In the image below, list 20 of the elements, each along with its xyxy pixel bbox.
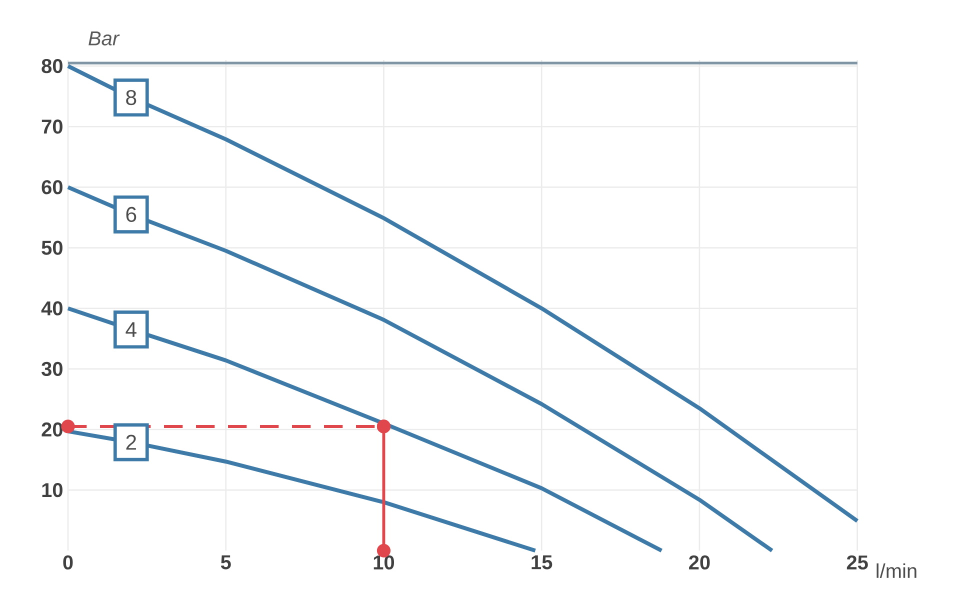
y-tick-label: 80 [42,59,62,74]
y-tick-label: 40 [41,301,62,316]
y-tick-label: 50 [42,240,62,256]
series-label: 2 [126,434,136,450]
x-axis-title: l/min [876,564,916,578]
x-tick-label: 20 [689,556,710,570]
y-axis-title: Bar [88,32,120,46]
series-label: 6 [126,207,136,222]
series-label: 4 [126,322,136,338]
series-label: 8 [126,90,136,106]
x-tick-label: 15 [532,556,552,570]
y-tick-label: 20 [42,422,62,437]
x-tick-label: 10 [374,556,394,570]
x-tick-label: 25 [846,556,868,570]
y-tick-label: 70 [42,120,62,134]
x-tick-label: 5 [220,556,231,570]
x-tick-label: 0 [63,556,73,570]
y-tick-label: 30 [42,362,62,376]
y-tick-label: 60 [42,180,62,194]
y-tick-label: 10 [42,483,62,498]
